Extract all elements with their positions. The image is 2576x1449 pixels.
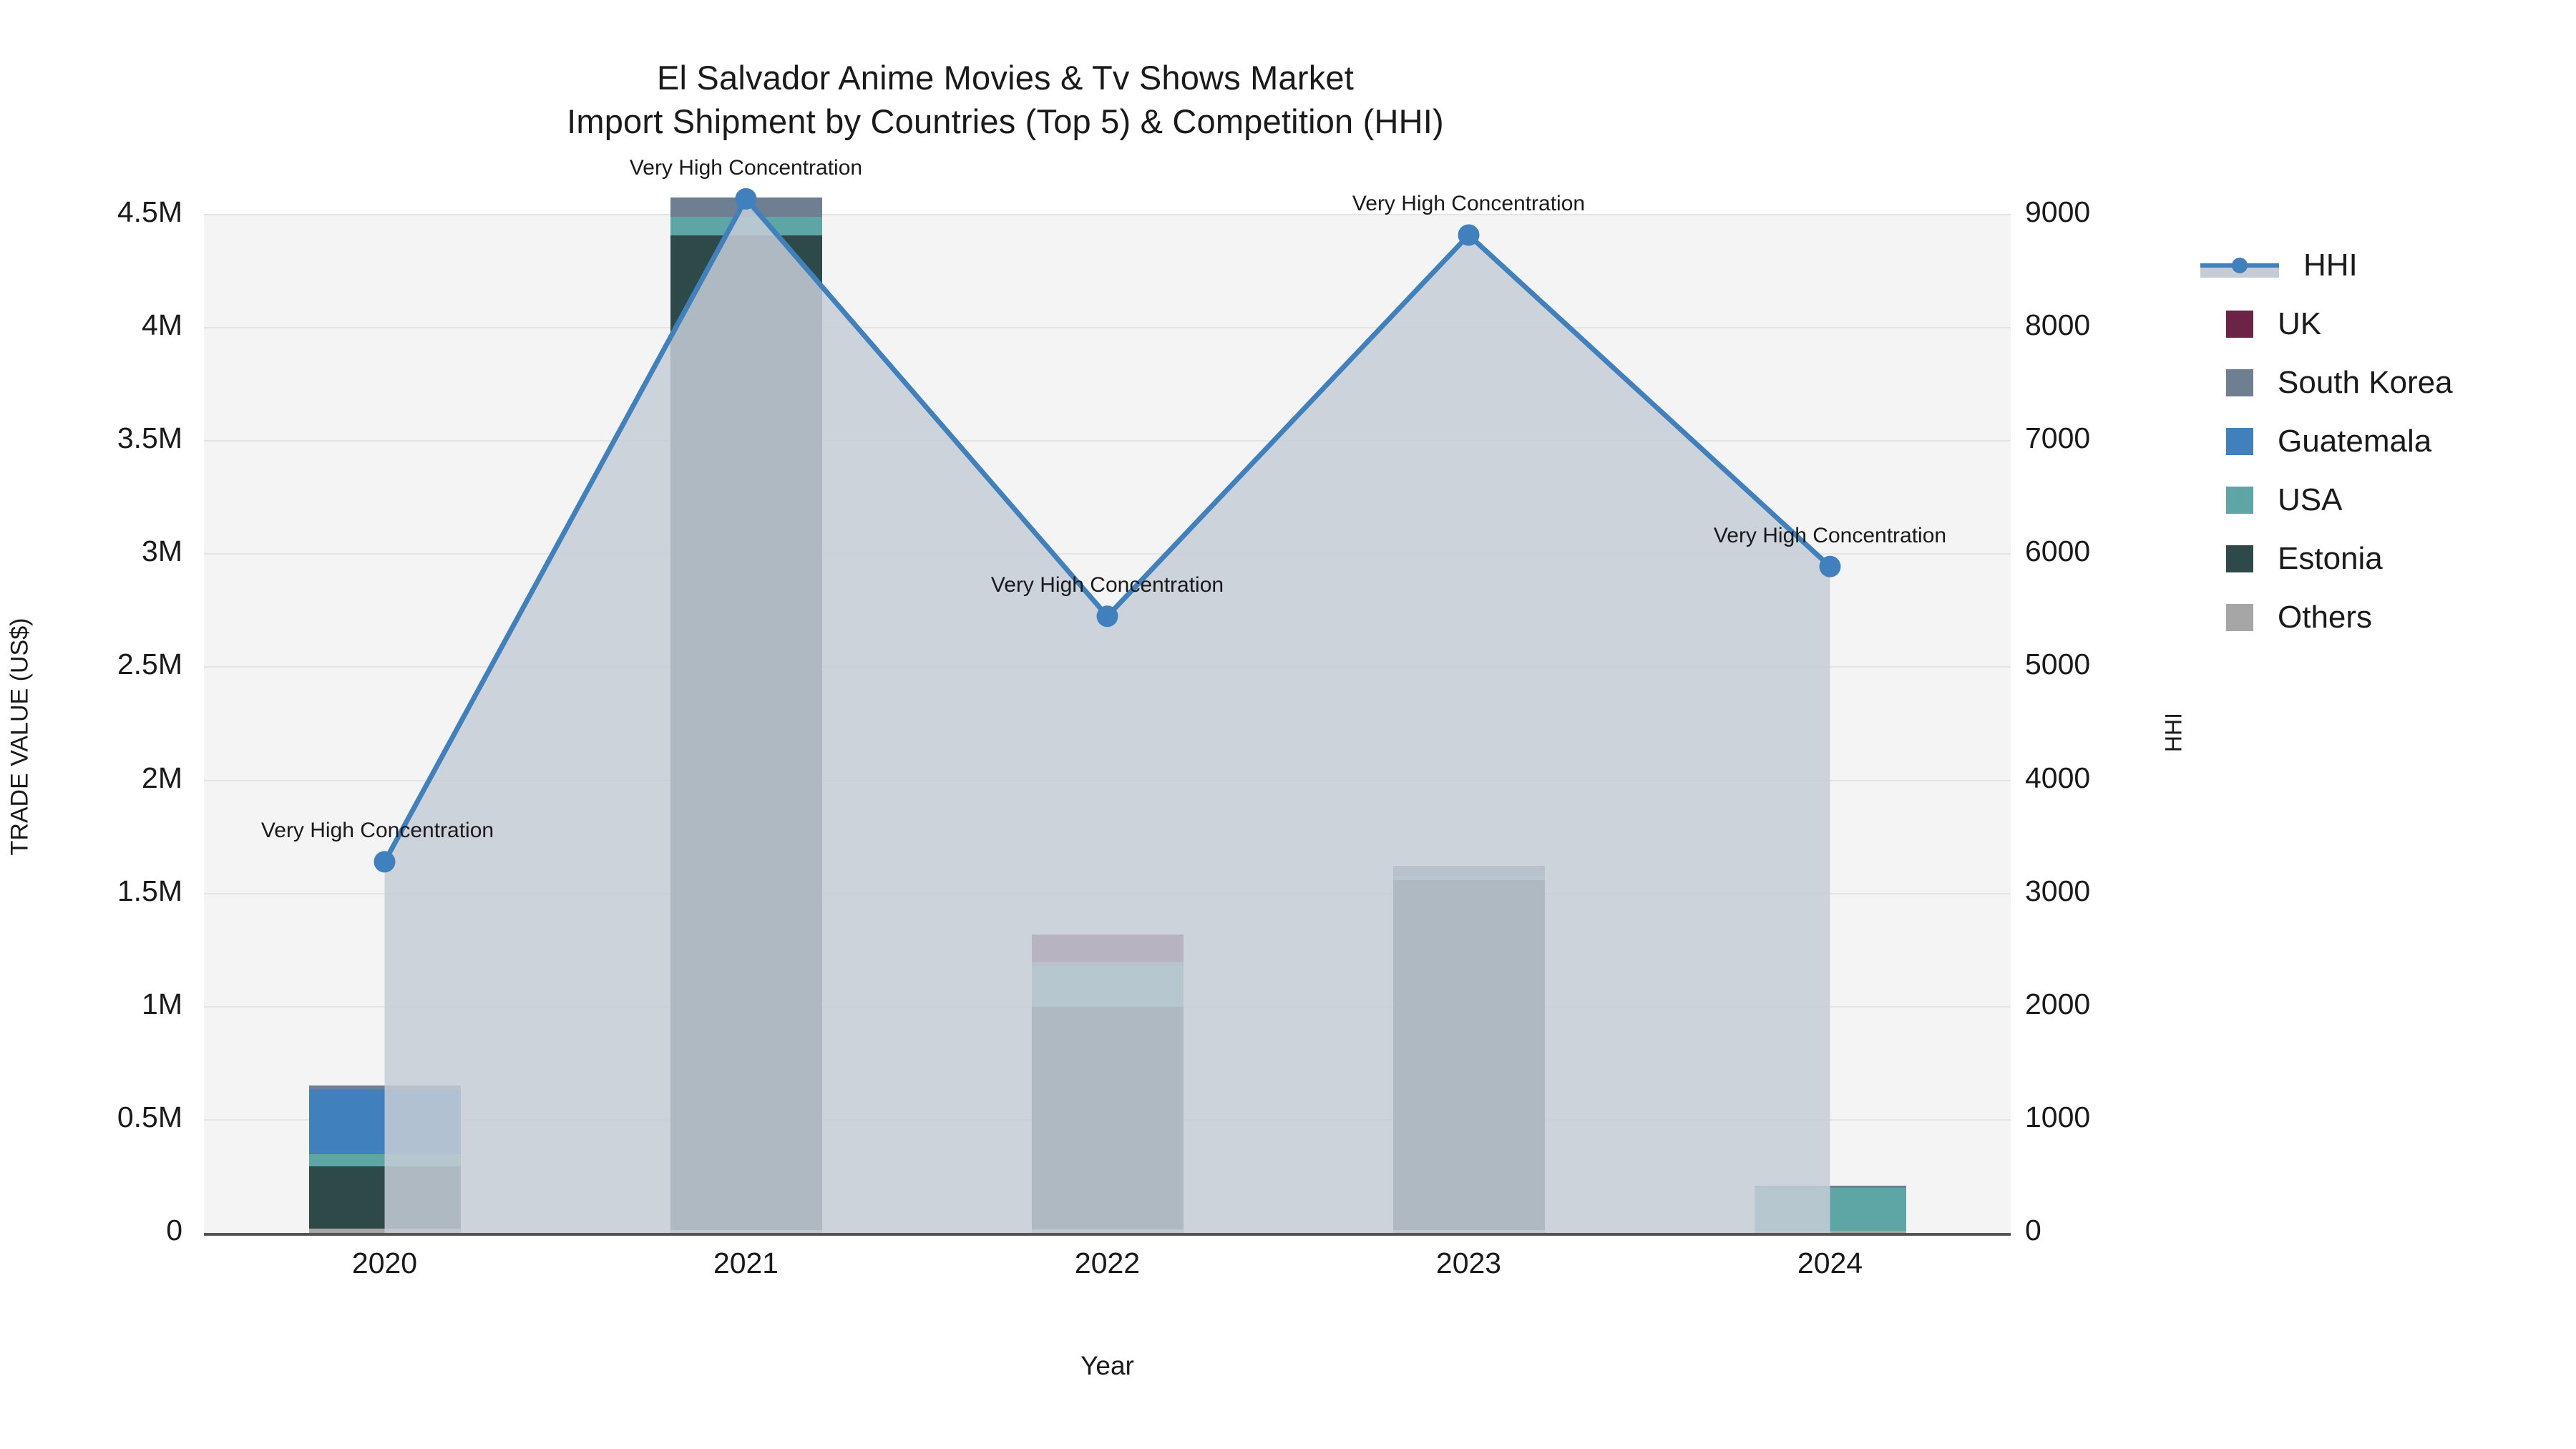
legend-dot-marker: [2232, 258, 2248, 273]
y-axis-right-tick: 4000: [2025, 761, 2091, 794]
legend-swatch: [2226, 369, 2253, 396]
x-axis-title: Year: [1080, 1351, 1134, 1380]
hhi-markers: [374, 187, 1841, 873]
annotation-2021: Very High Concentration: [629, 155, 863, 180]
y-axis-right-tick: 3000: [2025, 874, 2091, 907]
y-axis-right-tick: 5000: [2025, 648, 2091, 681]
y-axis-left-tick: 4M: [142, 308, 182, 342]
x-axis-tick-2023: 2023: [1435, 1246, 1502, 1279]
y-axis-right-tick: 6000: [2025, 535, 2091, 568]
legend-item-others[interactable]: Others: [2200, 588, 2572, 647]
legend-swatch: [2226, 487, 2253, 514]
y-axis-left-tick: 1M: [142, 987, 182, 1020]
annotation-2022: Very High Concentration: [990, 573, 1224, 597]
legend-item-hhi[interactable]: HHI: [2200, 236, 2572, 295]
legend-label: USA: [2278, 482, 2343, 517]
hhi-overlay: [374, 187, 1841, 1233]
hhi-marker-2021[interactable]: [735, 187, 757, 210]
y-axis-left-tick: 1.5M: [117, 874, 182, 907]
legend-swatch: [2226, 545, 2253, 572]
annotation-2023: Very High Concentration: [1352, 192, 1586, 216]
legend-item-estonia[interactable]: Estonia: [2200, 530, 2572, 588]
y-axis-right-tick: 8000: [2025, 308, 2091, 342]
y-axis-left-tick: 0.5M: [117, 1100, 182, 1133]
legend: HHI UK South Korea Guatemala USA Estonia Other…: [2200, 236, 2572, 647]
legend-item-south-korea[interactable]: South Korea: [2200, 353, 2572, 412]
hhi-marker-2024[interactable]: [1819, 555, 1841, 577]
gridline: [204, 214, 2011, 215]
y-axis-left-title: TRADE VALUE (US$): [6, 618, 34, 856]
chart-title: El Salvador Anime Movies & Tv Shows Mark…: [0, 56, 2011, 143]
legend-item-guatemala[interactable]: Guatemala: [2200, 412, 2572, 471]
legend-line-marker: [2200, 252, 2279, 279]
chart-title-line-2: Import Shipment by Countries (Top 5) & C…: [567, 102, 1444, 141]
legend-label: Guatemala: [2278, 424, 2432, 459]
x-axis-tick-2021: 2021: [713, 1246, 779, 1279]
legend-item-uk[interactable]: UK: [2200, 295, 2572, 353]
legend-label: UK: [2278, 306, 2322, 341]
hhi-marker-2023[interactable]: [1458, 224, 1480, 246]
y-axis-left-tick: 4.5M: [117, 195, 182, 228]
x-axis-tick-2020: 2020: [351, 1246, 418, 1279]
y-axis-left-tick: 2.5M: [117, 648, 182, 681]
annotation-2020: Very High Concentration: [260, 819, 494, 843]
y-axis-right-tick: 1000: [2025, 1100, 2091, 1133]
hhi-area-fill: [384, 198, 1830, 1233]
y-axis-left-tick: 0: [166, 1214, 182, 1246]
y-axis-right-tick: 0: [2025, 1214, 2041, 1246]
y-axis-left-tick: 3M: [142, 535, 182, 568]
y-axis-right-tick: 7000: [2025, 421, 2091, 455]
legend-swatch: [2226, 311, 2253, 338]
plot-area: [204, 187, 2011, 1233]
chart-title-line-1: El Salvador Anime Movies & Tv Shows Mark…: [656, 59, 1354, 97]
y-axis-right-title: HHI: [2160, 712, 2187, 753]
x-axis-spine: [204, 1233, 2011, 1236]
legend-item-usa[interactable]: USA: [2200, 471, 2572, 530]
gridline: [204, 440, 2011, 442]
hhi-marker-2020[interactable]: [374, 851, 396, 873]
legend-swatch: [2226, 428, 2253, 455]
legend-swatch: [2226, 604, 2253, 631]
legend-label: Others: [2278, 600, 2373, 635]
legend-label: Estonia: [2278, 541, 2383, 576]
gridline: [204, 553, 2011, 555]
y-axis-right-tick: 9000: [2025, 195, 2091, 228]
annotation-2024: Very High Concentration: [1713, 523, 1947, 547]
y-axis-left-tick: 2M: [142, 761, 182, 794]
x-axis-tick-2022: 2022: [1074, 1246, 1141, 1279]
gridline: [204, 327, 2011, 329]
hhi-marker-2022[interactable]: [1096, 605, 1118, 628]
legend-label: HHI: [2303, 248, 2358, 283]
y-axis-left-tick: 3.5M: [117, 421, 182, 455]
legend-label: South Korea: [2278, 365, 2453, 400]
y-axis-right-tick: 2000: [2025, 987, 2091, 1020]
x-axis-tick-2024: 2024: [1797, 1246, 1863, 1279]
